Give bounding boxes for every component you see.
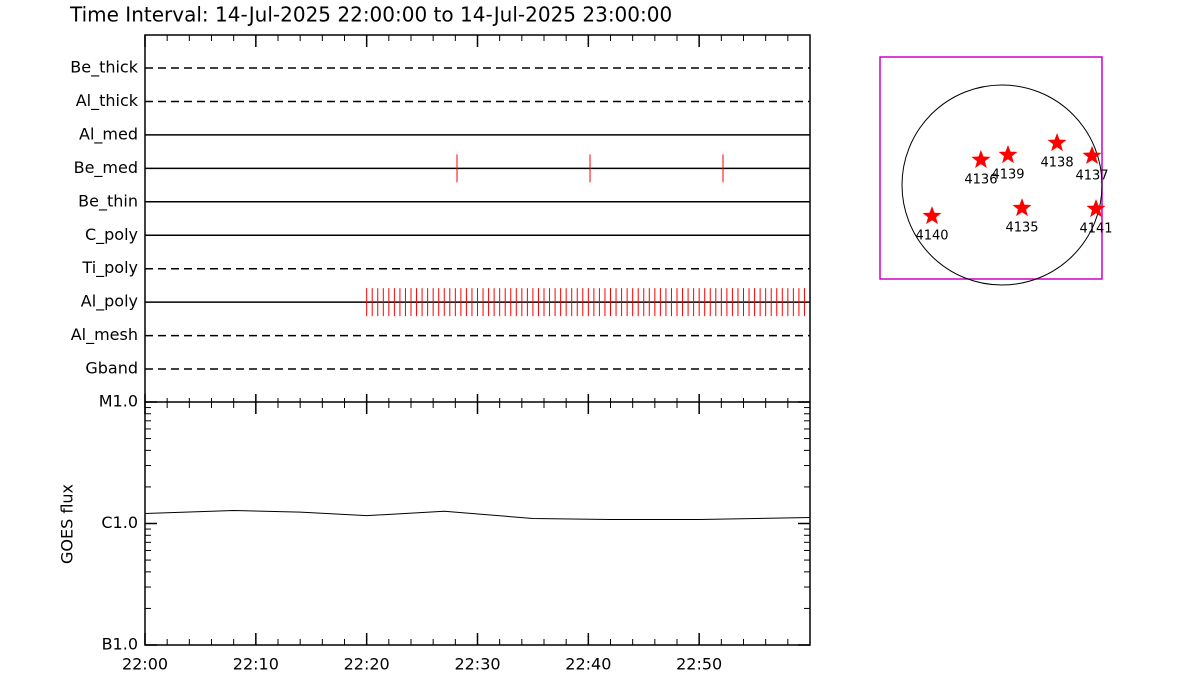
region-label: 4139 bbox=[991, 168, 1024, 183]
region-marker bbox=[922, 206, 942, 225]
row-label: C_poly bbox=[85, 225, 138, 245]
row-label: Be_med bbox=[74, 158, 138, 178]
chart-title: Time Interval: 14-Jul-2025 22:00:00 to 1… bbox=[69, 3, 672, 27]
row-label: Gband bbox=[85, 359, 138, 378]
x-tick-label: 22:00 bbox=[122, 655, 168, 674]
x-tick-label: 22:40 bbox=[565, 655, 611, 674]
region-label: 4135 bbox=[1005, 221, 1038, 236]
y-tick-label: C1.0 bbox=[101, 513, 138, 532]
y-axis-label: GOES flux bbox=[58, 484, 77, 564]
region-label: 4136 bbox=[964, 172, 997, 187]
region-marker bbox=[971, 149, 991, 168]
y-tick-label: B1.0 bbox=[102, 635, 138, 654]
row-label: Al_poly bbox=[81, 292, 138, 312]
row-label: Al_med bbox=[79, 124, 138, 144]
x-tick-label: 22:30 bbox=[454, 655, 500, 674]
solar-limb bbox=[901, 84, 1103, 286]
x-tick-label: 22:20 bbox=[344, 655, 390, 674]
plot-frame bbox=[144, 34, 811, 646]
region-label: 4140 bbox=[915, 229, 948, 244]
region-label: 4138 bbox=[1041, 156, 1074, 171]
row-label: Be_thick bbox=[70, 58, 138, 78]
row-label: Be_thin bbox=[78, 191, 138, 211]
region-label: 4137 bbox=[1075, 168, 1108, 183]
region-marker bbox=[998, 145, 1018, 164]
x-tick-label: 22:50 bbox=[676, 655, 722, 674]
region-marker bbox=[1047, 133, 1067, 152]
fov-box bbox=[879, 56, 1103, 280]
x-tick-label: 22:10 bbox=[233, 655, 279, 674]
row-label: Ti_poly bbox=[81, 258, 138, 278]
row-label: Al_thick bbox=[76, 91, 139, 111]
goes-curve bbox=[144, 509, 811, 520]
region-marker bbox=[1012, 198, 1032, 217]
y-tick-label: M1.0 bbox=[99, 392, 138, 411]
region-marker bbox=[1082, 145, 1102, 164]
region-label: 4141 bbox=[1079, 222, 1112, 237]
region-marker bbox=[1086, 199, 1106, 218]
row-label: Al_mesh bbox=[71, 325, 138, 345]
